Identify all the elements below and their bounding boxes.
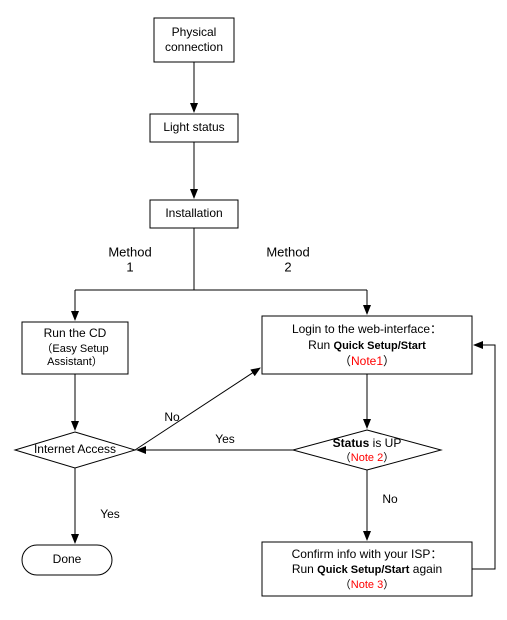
label-method1a: Method — [108, 244, 151, 259]
label-light: Light status — [163, 120, 224, 134]
label-physical-2: connection — [165, 40, 223, 54]
label-done: Done — [53, 552, 82, 566]
label-method1b: 1 — [126, 259, 133, 274]
label-no2: No — [382, 492, 398, 506]
label-confirm-1: Confirm info with your ISP： — [292, 547, 443, 561]
label-no1: No — [164, 410, 180, 424]
label-login-note: （Note1） — [339, 354, 395, 368]
edge-confirm-login — [472, 345, 495, 569]
label-yes1: Yes — [215, 432, 235, 446]
label-method2b: 2 — [284, 259, 291, 274]
label-status-note: （Note 2） — [340, 451, 394, 464]
label-access: Internet Access — [34, 442, 116, 456]
label-runcd-sub1: （Easy Setup — [41, 342, 108, 355]
label-method2a: Method — [266, 244, 309, 259]
label-confirm-note: （Note 3） — [340, 578, 394, 591]
label-runcd-sub2: Assistant） — [47, 355, 103, 368]
edge-access-no-login — [135, 368, 260, 450]
label-yes2: Yes — [100, 507, 120, 521]
label-login-2: Run Quick Setup/Start — [308, 338, 426, 352]
label-login-1: Login to the web-interface： — [292, 322, 442, 336]
label-physical-1: Physical — [172, 25, 217, 39]
label-confirm-2: Run Quick Setup/Start again — [292, 562, 442, 576]
label-install: Installation — [165, 206, 222, 220]
label-status-1: Status is UP — [333, 436, 402, 450]
label-runcd: Run the CD — [44, 326, 107, 340]
